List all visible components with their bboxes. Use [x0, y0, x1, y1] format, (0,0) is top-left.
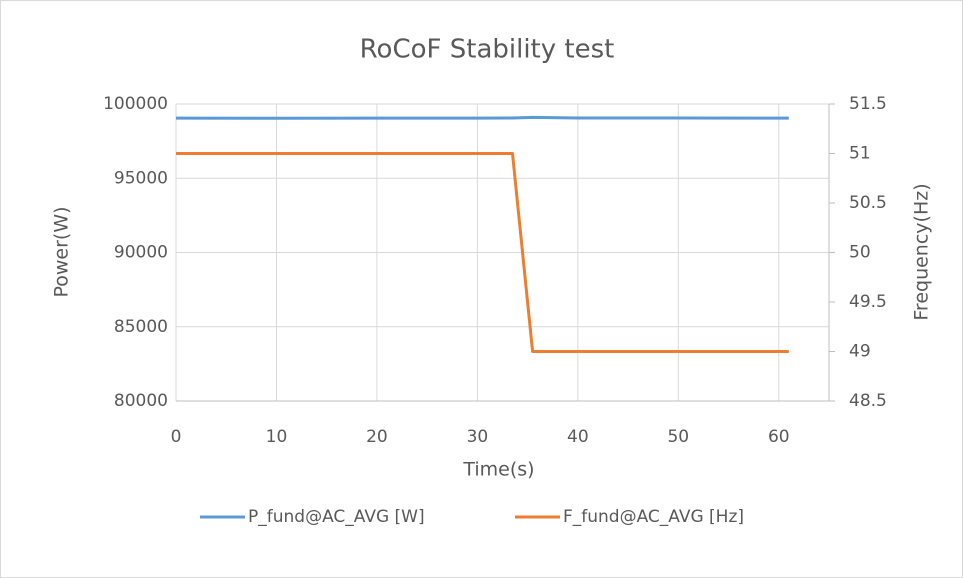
y-tick-label: 80000 [114, 391, 168, 411]
chart-title: RoCoF Stability test [360, 35, 615, 65]
y2-tick-label: 49 [849, 342, 871, 362]
legend-label: P_fund@AC_AVG [W] [248, 507, 425, 527]
x-tick-label: 0 [171, 427, 182, 447]
y2-tick-label: 49.5 [849, 292, 887, 312]
x-tick-label: 40 [567, 427, 589, 447]
x-tick-label: 20 [366, 427, 388, 447]
y2-tick-label: 50.5 [849, 193, 887, 213]
legend-label: F_fund@AC_AVG [Hz] [563, 507, 744, 527]
x-axis-label: Time(s) [462, 459, 534, 481]
y2-tick-label: 51.5 [849, 94, 887, 114]
series-line [175, 115, 789, 120]
y-tick-label: 85000 [114, 317, 168, 337]
y-tick-label: 95000 [114, 168, 168, 188]
series-line [176, 152, 789, 353]
y2-tick-label: 51 [849, 144, 871, 164]
y2-axis-label: Frequency(Hz) [911, 183, 933, 320]
y2-tick-label: 50 [849, 243, 871, 263]
y2-tick-label: 48.5 [849, 391, 887, 411]
y-tick-label: 90000 [114, 243, 168, 263]
x-tick-label: 10 [266, 427, 288, 447]
x-tick-label: 50 [667, 427, 689, 447]
y-tick-label: 100000 [103, 94, 168, 114]
x-tick-label: 60 [768, 427, 790, 447]
x-tick-label: 30 [467, 427, 489, 447]
y-axis-label: Power(W) [51, 206, 73, 297]
